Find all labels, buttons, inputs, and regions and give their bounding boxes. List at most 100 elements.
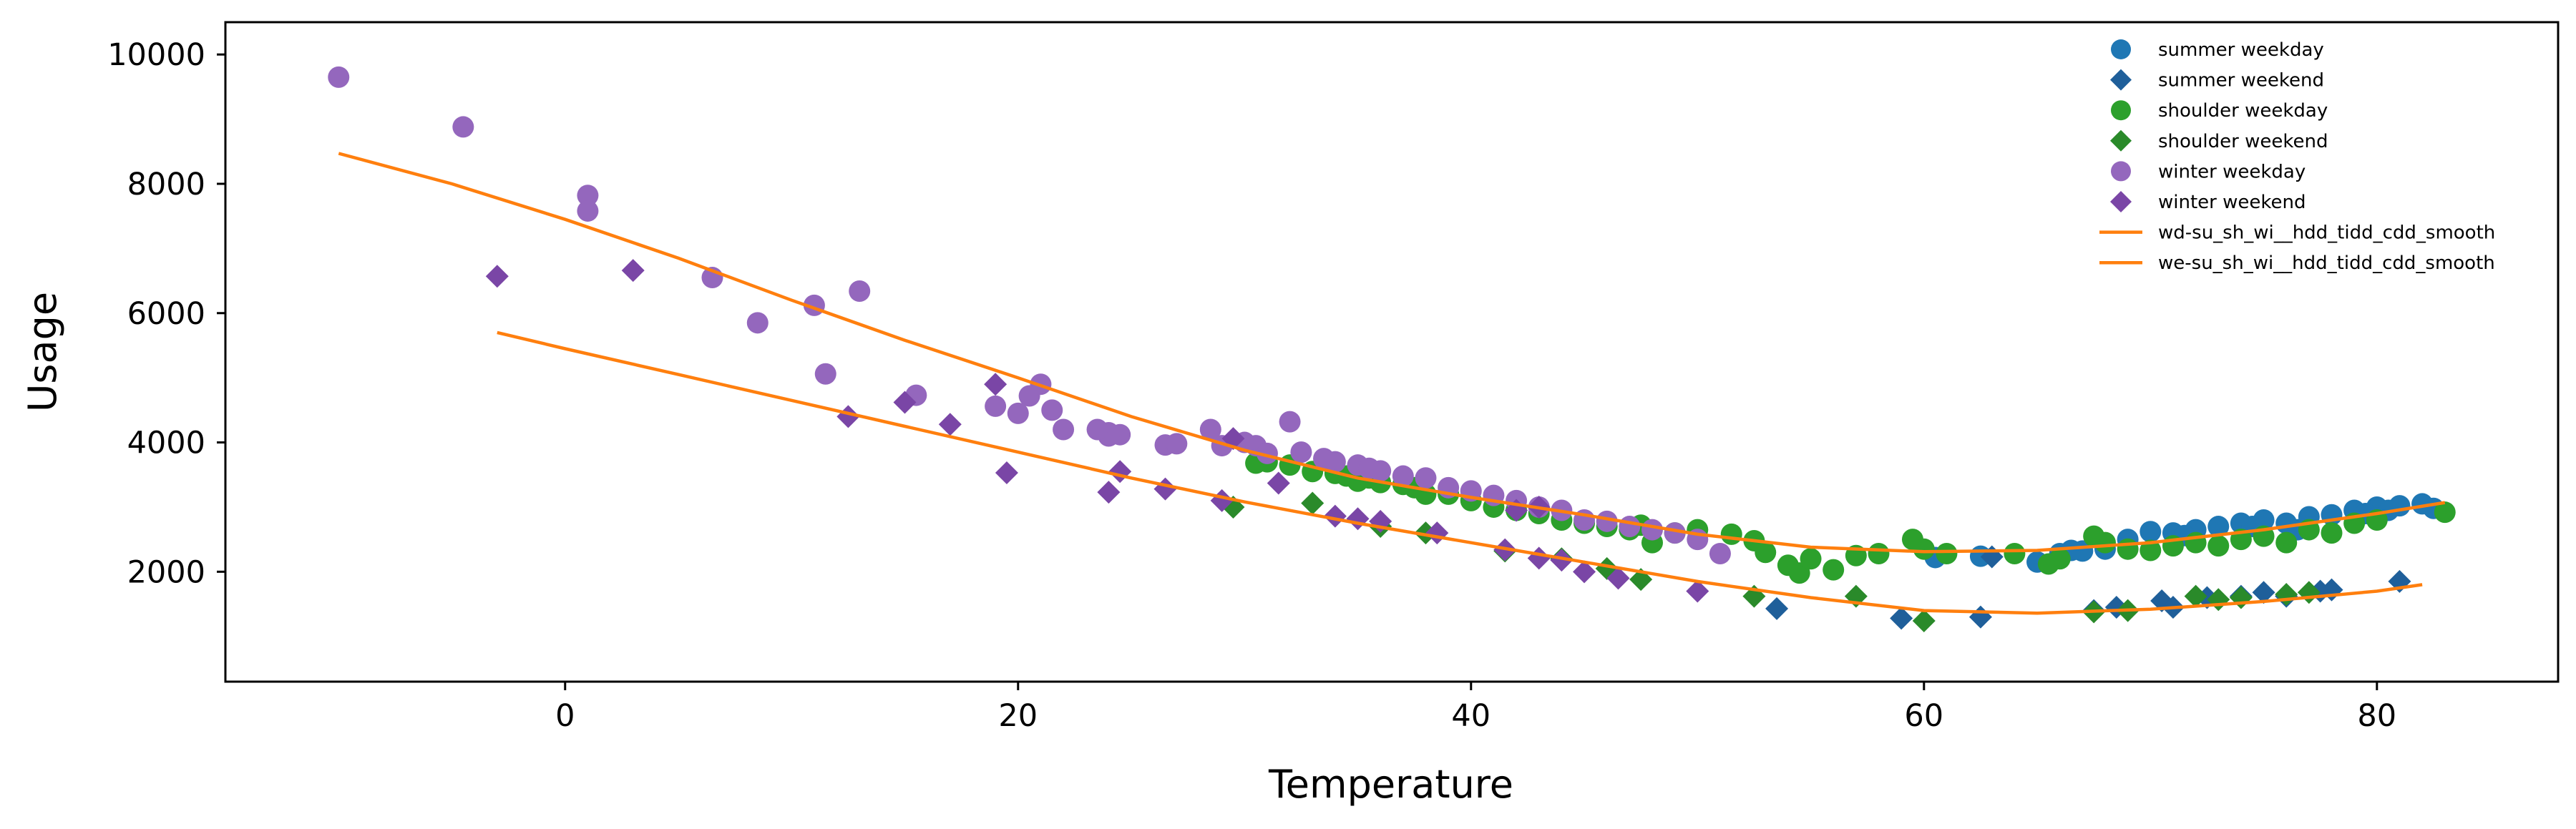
data-point bbox=[1279, 411, 1301, 433]
data-point bbox=[1596, 510, 1618, 532]
data-point bbox=[1936, 543, 1958, 565]
y-tick-label: 4000 bbox=[127, 426, 205, 461]
legend-swatch bbox=[2111, 39, 2131, 59]
legend-item-we-su-sh-wi-hdd-tidd-cdd-smooth: we-su_sh_wi__hdd_tidd_cdd_smooth bbox=[2099, 252, 2495, 274]
legend-label: shoulder weekend bbox=[2158, 131, 2328, 152]
x-tick-label: 80 bbox=[2357, 698, 2396, 734]
y-tick-label: 10000 bbox=[107, 37, 205, 73]
data-point bbox=[1641, 519, 1663, 541]
data-point bbox=[1415, 467, 1437, 489]
data-point bbox=[2140, 521, 2162, 543]
data-point bbox=[1720, 523, 1742, 545]
data-point bbox=[1912, 609, 1936, 633]
x-axis-label: Temperature bbox=[1268, 762, 1513, 807]
x-tick-label: 40 bbox=[1451, 698, 1491, 734]
data-point bbox=[938, 413, 962, 436]
legend-item-summer-weekend: summer weekend bbox=[2110, 69, 2324, 92]
data-point bbox=[1041, 399, 1063, 421]
data-point bbox=[2004, 543, 2026, 565]
legend-swatch bbox=[2111, 161, 2131, 182]
legend-label: shoulder weekday bbox=[2158, 100, 2328, 122]
data-point bbox=[1086, 418, 1108, 441]
data-point bbox=[2207, 516, 2230, 538]
data-point bbox=[1324, 451, 1346, 473]
x-tick-label: 20 bbox=[998, 698, 1038, 734]
data-point bbox=[2321, 522, 2343, 544]
data-point bbox=[1256, 442, 1278, 464]
data-point bbox=[1755, 541, 1777, 564]
data-point bbox=[1573, 560, 1596, 584]
data-point bbox=[1686, 579, 1709, 603]
data-point bbox=[1166, 433, 1188, 455]
legend-swatch bbox=[2111, 100, 2131, 121]
data-point bbox=[893, 391, 917, 414]
data-point bbox=[328, 66, 350, 88]
data-point bbox=[1868, 543, 1890, 565]
data-point bbox=[814, 363, 836, 385]
x-tick-label: 60 bbox=[1904, 698, 1943, 734]
data-point bbox=[1370, 460, 1392, 482]
data-point bbox=[1301, 491, 1324, 515]
data-point bbox=[1606, 566, 1630, 590]
data-point bbox=[1007, 402, 1029, 424]
data-point bbox=[1823, 559, 1845, 581]
data-point bbox=[2049, 548, 2071, 570]
data-point bbox=[485, 265, 509, 288]
legend-label: summer weekday bbox=[2158, 39, 2324, 61]
legend-swatch bbox=[2110, 191, 2132, 212]
data-point bbox=[621, 259, 645, 283]
data-point bbox=[1913, 538, 1935, 560]
data-point bbox=[2252, 581, 2275, 604]
data-point bbox=[2140, 539, 2162, 561]
legend-label: winter weekday bbox=[2158, 161, 2306, 182]
legend-item-shoulder-weekday: shoulder weekday bbox=[2111, 100, 2328, 122]
data-point bbox=[1323, 504, 1347, 528]
y-tick-label: 2000 bbox=[127, 554, 205, 590]
series-line-we-su-sh-wi-hdd-tidd-cdd-smooth bbox=[497, 330, 2423, 615]
data-point bbox=[1097, 481, 1121, 504]
data-point bbox=[995, 461, 1018, 485]
y-axis-label: Usage bbox=[20, 292, 65, 412]
data-point bbox=[1392, 465, 1414, 487]
data-point bbox=[746, 312, 769, 334]
legend-swatch bbox=[2110, 69, 2132, 91]
data-point bbox=[849, 280, 871, 303]
legend-item-summer-weekday: summer weekday bbox=[2111, 39, 2324, 61]
y-tick-label: 8000 bbox=[127, 167, 205, 202]
legend-item-wd-su-sh-wi-hdd-tidd-cdd-smooth: wd-su_sh_wi__hdd_tidd_cdd_smooth bbox=[2099, 222, 2495, 244]
data-point bbox=[2275, 531, 2298, 554]
legend-item-winter-weekday: winter weekday bbox=[2111, 161, 2306, 182]
data-point bbox=[2434, 501, 2456, 524]
data-point bbox=[2184, 584, 2207, 608]
data-point bbox=[452, 116, 474, 138]
data-point bbox=[1053, 418, 1075, 441]
data-point bbox=[1550, 549, 1574, 572]
legend-label: we-su_sh_wi__hdd_tidd_cdd_smooth bbox=[2158, 252, 2495, 274]
data-point bbox=[1199, 418, 1221, 441]
data-point bbox=[1709, 543, 1731, 565]
data-point bbox=[1765, 597, 1789, 620]
legend-label: summer weekend bbox=[2158, 70, 2324, 92]
data-point bbox=[577, 185, 599, 207]
legend-item-winter-weekend: winter weekend bbox=[2110, 191, 2306, 213]
y-tick-label: 6000 bbox=[127, 296, 205, 332]
data-point bbox=[985, 395, 1007, 417]
legend-label: wd-su_sh_wi__hdd_tidd_cdd_smooth bbox=[2158, 222, 2495, 244]
x-axis: 0 20 40 60 80 bbox=[555, 682, 2396, 734]
legend-item-shoulder-weekend: shoulder weekend bbox=[2110, 129, 2328, 152]
data-point bbox=[2094, 531, 2116, 554]
data-point bbox=[1290, 441, 1312, 463]
data-point bbox=[2207, 535, 2230, 557]
x-tick-label: 0 bbox=[555, 698, 575, 734]
data-point bbox=[984, 373, 1008, 396]
series-line-wd-su-sh-wi-hdd-tidd-cdd-smooth bbox=[338, 152, 2446, 554]
data-point bbox=[1800, 548, 1822, 570]
y-axis: 2000 4000 6000 8000 10000 bbox=[107, 37, 225, 590]
legend-label: winter weekend bbox=[2158, 192, 2306, 213]
data-point bbox=[1619, 516, 1641, 538]
data-point bbox=[2117, 538, 2139, 560]
legend-swatch bbox=[2110, 129, 2132, 152]
data-point bbox=[1664, 522, 1686, 544]
